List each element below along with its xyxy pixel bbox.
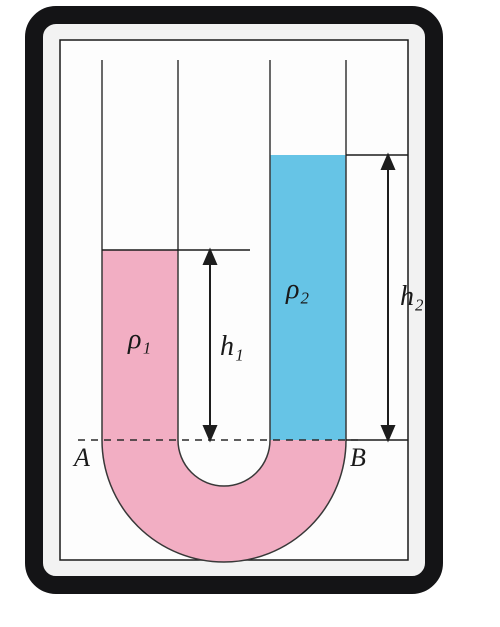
label-B: B	[350, 443, 366, 472]
label-h2: h₂	[400, 281, 424, 312]
u-tube-diagram: ρ₁ ρ₂ h₁ h₂ A B	[0, 0, 500, 627]
label-h1: h₁	[220, 331, 244, 362]
label-rho1: ρ₁	[127, 324, 151, 355]
label-A: A	[72, 443, 90, 472]
label-rho2: ρ₂	[285, 274, 309, 305]
